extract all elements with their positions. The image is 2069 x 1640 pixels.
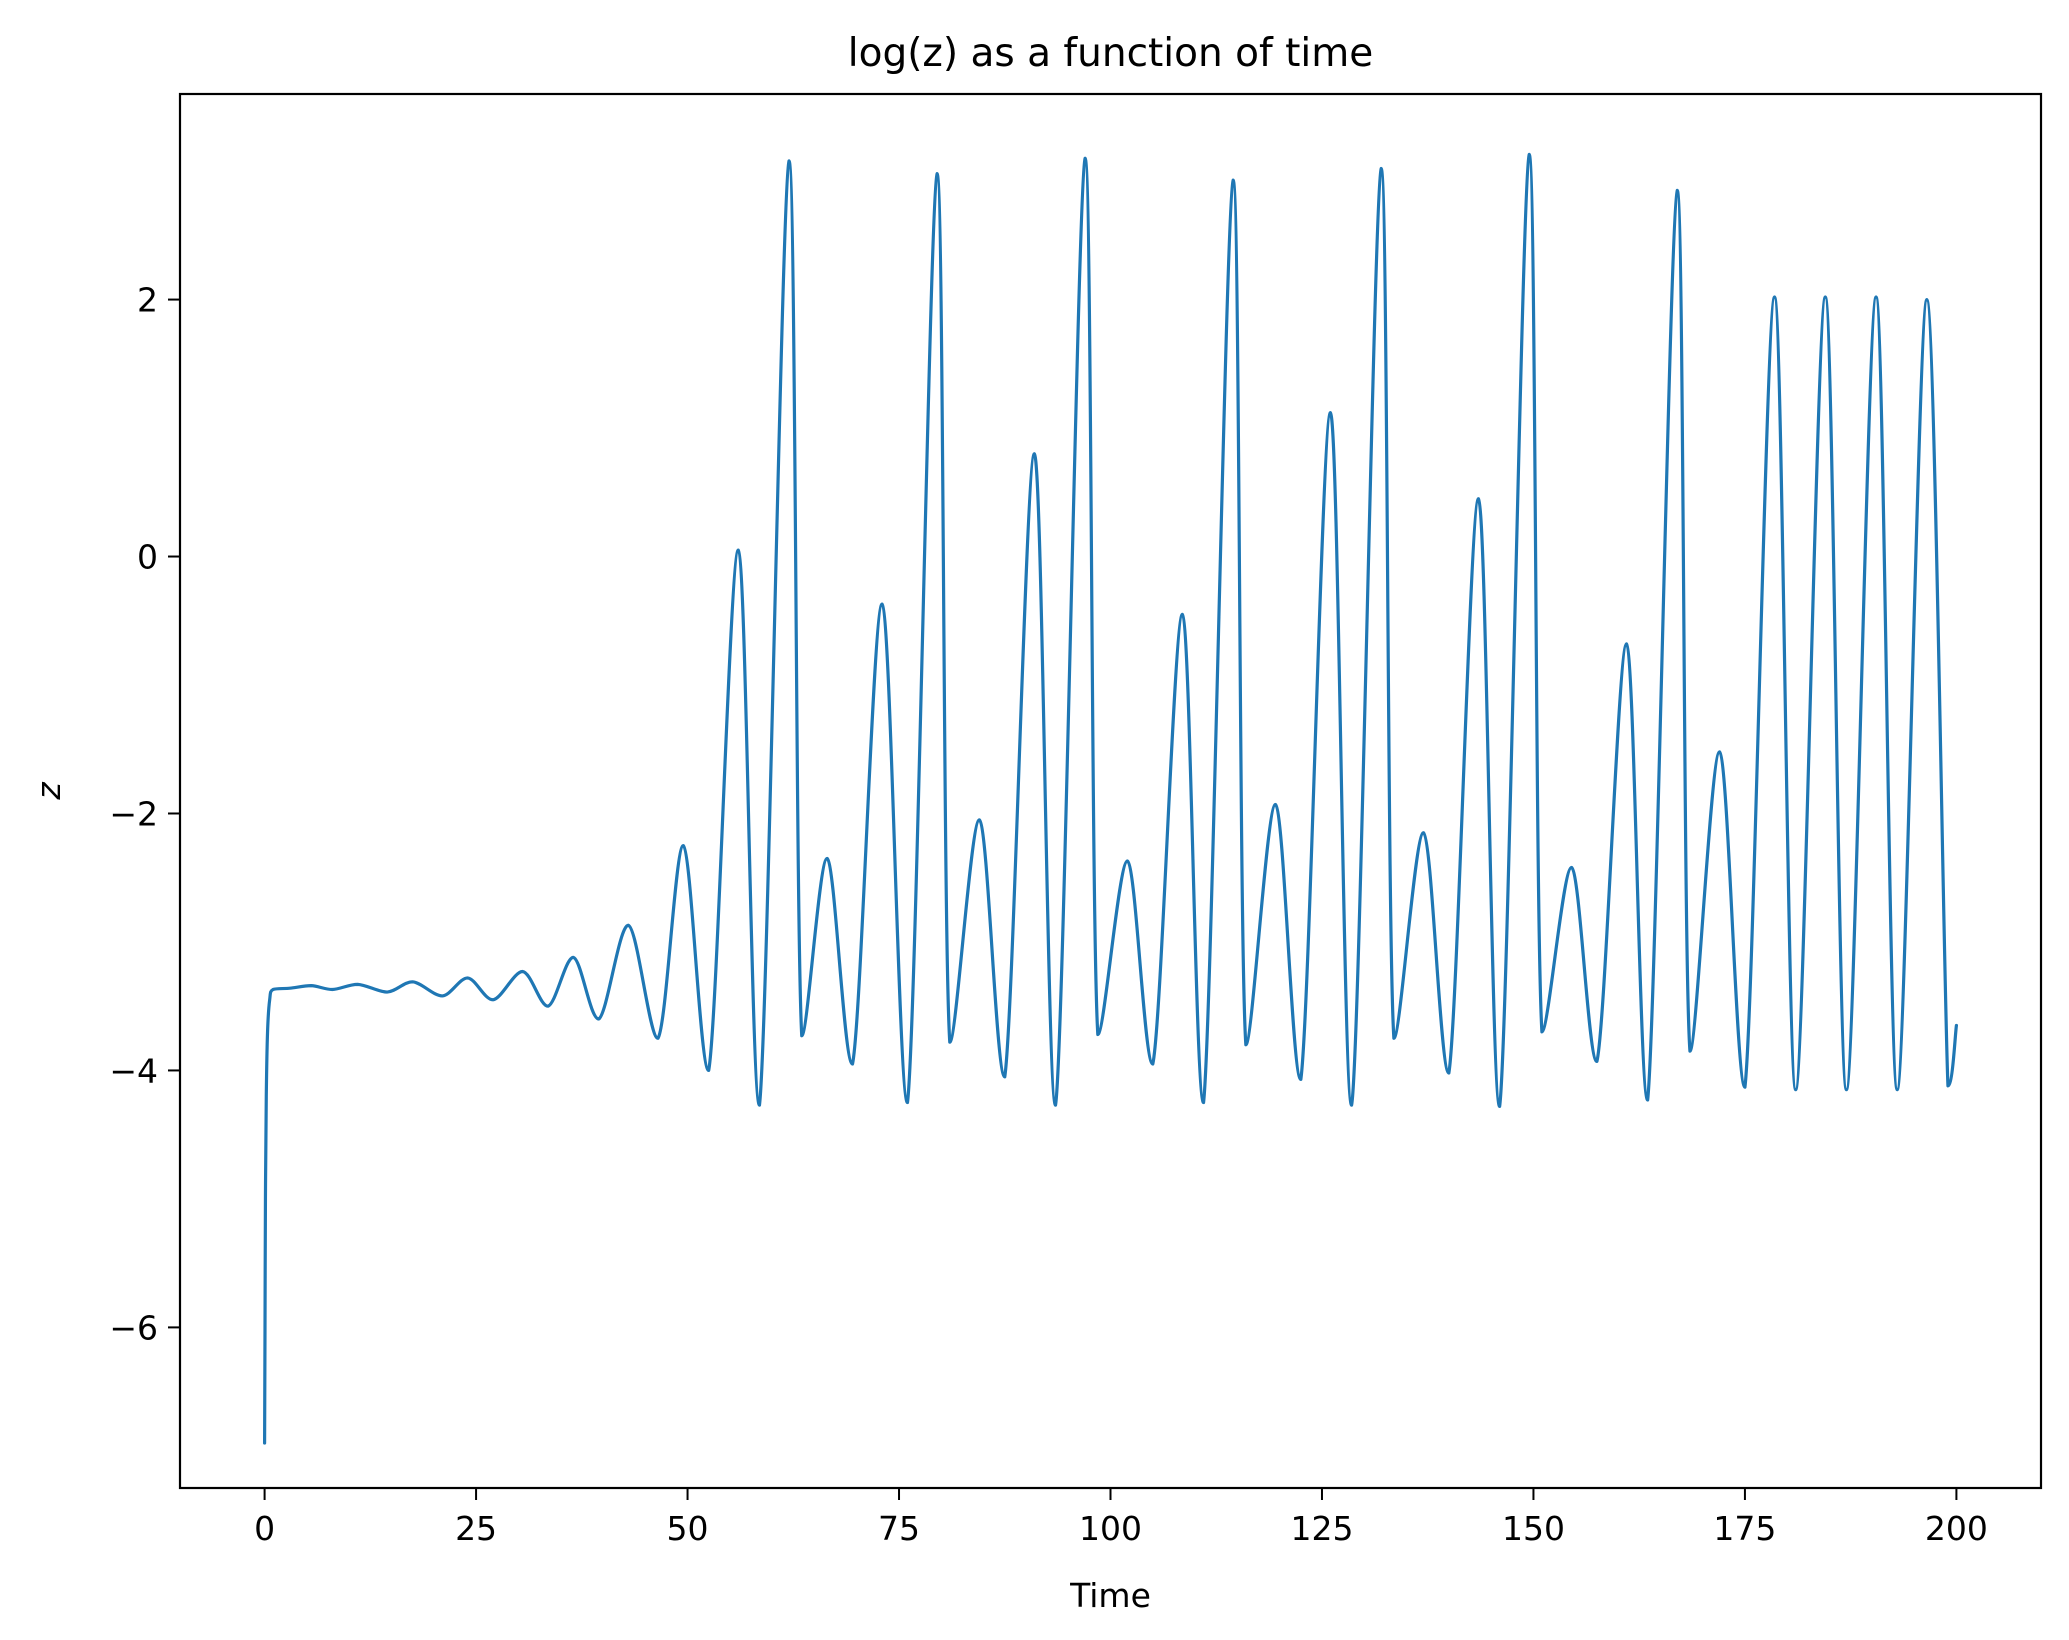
chart-title: log(z) as a function of time xyxy=(848,31,1373,76)
y-axis-label: z xyxy=(29,782,68,801)
x-tick-label: 150 xyxy=(1502,1509,1565,1548)
plot-area xyxy=(178,92,2043,1490)
y-tick-label: −2 xyxy=(109,794,158,833)
x-tick-label: 100 xyxy=(1079,1509,1142,1548)
x-tick-label: 50 xyxy=(667,1509,709,1548)
x-tick-label: 75 xyxy=(878,1509,920,1548)
x-tick-label: 0 xyxy=(254,1509,275,1548)
x-axis-label: Time xyxy=(1069,1576,1151,1615)
y-tick-label: 2 xyxy=(137,281,158,320)
x-tick-label: 25 xyxy=(455,1509,497,1548)
y-tick-label: −6 xyxy=(109,1308,158,1347)
x-tick-label: 200 xyxy=(1925,1509,1988,1548)
y-axis-ticks: −6 −4 −2 0 2 xyxy=(109,281,180,1347)
y-tick-label: 0 xyxy=(137,538,158,577)
y-tick-label: −4 xyxy=(109,1051,158,1090)
plot-background xyxy=(180,94,2041,1488)
x-axis-ticks: 0 25 50 75 100 125 150 175 200 xyxy=(254,1488,1988,1548)
series-line xyxy=(262,152,1959,1445)
x-tick-label: 125 xyxy=(1290,1509,1353,1548)
x-tick-label: 175 xyxy=(1713,1509,1776,1548)
